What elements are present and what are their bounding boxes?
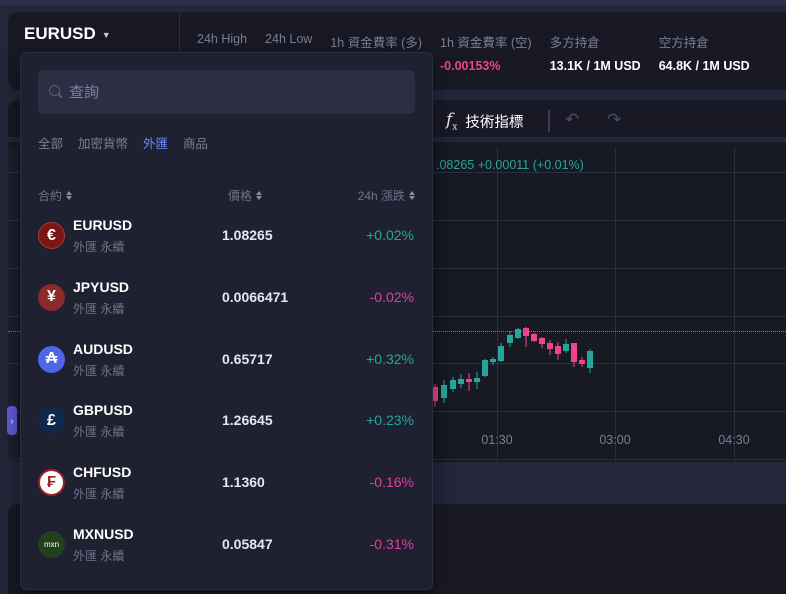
search-icon bbox=[49, 85, 63, 99]
top-strip bbox=[0, 0, 786, 5]
list-item-audusd[interactable]: ₳ AUDUSD 外匯 永續 0.65717 +0.32% bbox=[21, 329, 432, 391]
symbol-change: -0.31% bbox=[369, 535, 414, 552]
sort-contract[interactable]: 合約 bbox=[38, 187, 73, 204]
stat-funding-short: 1h 資金費率 (空) -0.00153% bbox=[440, 32, 532, 74]
column-label: 合約 bbox=[38, 189, 63, 203]
stat-label: 24h Low bbox=[265, 32, 313, 46]
search-input[interactable] bbox=[69, 83, 389, 101]
candles bbox=[432, 327, 593, 407]
symbol-name: GBPUSD bbox=[73, 402, 133, 419]
tab-commodities[interactable]: 商品 bbox=[183, 137, 209, 151]
indicators-button[interactable]: fx 技術指標 bbox=[446, 110, 523, 132]
tab-crypto[interactable]: 加密貨幣 bbox=[78, 137, 129, 151]
redo-icon[interactable]: ↷ bbox=[607, 110, 622, 129]
peso-icon: mxn bbox=[38, 530, 65, 558]
sort-icon bbox=[409, 191, 415, 200]
column-label: 24h 漲跌 bbox=[357, 189, 405, 203]
symbol-change: +0.02% bbox=[366, 227, 414, 243]
stat-label: 空方持倉 bbox=[658, 36, 709, 50]
symbol-change: +0.23% bbox=[366, 412, 414, 429]
symbol-label: EURUSD bbox=[24, 24, 96, 43]
stat-24h-low: 24h Low bbox=[265, 32, 312, 74]
stat-label: 多方持倉 bbox=[549, 36, 600, 50]
market-stats: 24h High 24h Low 1h 資金費率 (多) 1h 資金費率 (空)… bbox=[197, 32, 768, 74]
sort-price[interactable]: 價格 bbox=[228, 187, 263, 204]
tab-all[interactable]: 全部 bbox=[38, 137, 64, 151]
indicators-label: 技術指標 bbox=[465, 114, 524, 131]
stat-value: 13.1K / 1M USD bbox=[549, 59, 641, 73]
symbol-name: CHFUSD bbox=[73, 464, 132, 481]
australian-dollar-icon: ₳ bbox=[38, 345, 65, 373]
list-item-gbpusd[interactable]: £ GBPUSD 外匯 永續 1.26645 +0.23% bbox=[21, 390, 432, 452]
symbol-change: -0.02% bbox=[369, 288, 414, 305]
symbol-price: 0.0066471 bbox=[222, 288, 289, 305]
search-box[interactable] bbox=[38, 70, 415, 114]
gridline bbox=[734, 147, 735, 462]
stat-value: -0.00153% bbox=[440, 59, 501, 73]
time-axis: 01:30 03:00 04:30 bbox=[8, 421, 786, 461]
list-item-mxnusd[interactable]: mxn MXNUSD 外匯 永續 0.05847 -0.31% bbox=[21, 514, 432, 576]
symbol-type: 外匯 永續 bbox=[73, 240, 125, 254]
symbol-price: 0.65717 bbox=[222, 350, 273, 367]
stat-label: 1h 資金費率 (多) bbox=[330, 36, 422, 50]
toolbar-divider bbox=[548, 110, 550, 132]
category-tabs: 全部 加密貨幣 外匯 商品 bbox=[38, 133, 208, 152]
stat-short-oi: 空方持倉 64.8K / 1M USD bbox=[659, 32, 750, 74]
franc-icon: ₣ bbox=[38, 469, 65, 497]
symbol-name: EURUSD bbox=[73, 217, 133, 233]
time-tick: 01:30 bbox=[481, 433, 513, 447]
symbol-price: 1.1360 bbox=[222, 474, 265, 491]
symbol-type: 外匯 永續 bbox=[73, 363, 125, 378]
symbol-type: 外匯 永續 bbox=[73, 301, 125, 316]
symbol-change: +0.32% bbox=[366, 350, 414, 367]
symbol-selector[interactable]: EURUSD ▼ bbox=[24, 24, 111, 44]
stat-label: 24h High bbox=[197, 32, 248, 46]
symbol-name: JPYUSD bbox=[73, 278, 130, 295]
symbol-type: 外匯 永續 bbox=[73, 487, 125, 502]
symbol-name: MXNUSD bbox=[73, 525, 134, 542]
euro-icon: € bbox=[38, 222, 65, 249]
symbol-price: 1.26645 bbox=[222, 412, 273, 429]
chart-left-gutter bbox=[8, 147, 18, 462]
gridline bbox=[615, 147, 616, 462]
stat-value: 64.8K / 1M USD bbox=[658, 59, 750, 73]
tab-forex[interactable]: 外匯 bbox=[143, 137, 169, 151]
undo-icon[interactable]: ↶ bbox=[565, 110, 580, 129]
stat-24h-high: 24h High bbox=[197, 32, 247, 74]
column-label: 價格 bbox=[228, 189, 253, 203]
list-item-eurusd[interactable]: € EURUSD 外匯 永續 1.08265 +0.02% bbox=[21, 205, 432, 267]
pound-icon: £ bbox=[38, 407, 65, 435]
time-tick: 03:00 bbox=[599, 433, 631, 447]
symbol-type: 外匯 永續 bbox=[73, 548, 125, 563]
stat-label: 1h 資金費率 (空) bbox=[440, 36, 532, 50]
yen-icon: ¥ bbox=[38, 283, 65, 311]
list-item-chfusd[interactable]: ₣ CHFUSD 外匯 永續 1.1360 -0.16% bbox=[21, 452, 432, 514]
symbol-dropdown: 全部 加密貨幣 外匯 商品 合約 價格 24h 漲跌 € EURUSD 外匯 永… bbox=[20, 52, 433, 590]
stat-funding-long: 1h 資金費率 (多) bbox=[330, 32, 422, 74]
symbol-name: AUDUSD bbox=[73, 340, 133, 357]
symbol-type: 外匯 永續 bbox=[73, 425, 125, 440]
symbol-price: 1.08265 bbox=[222, 227, 273, 243]
ohlc-readout: .08265 +0.00011 (+0.01%) bbox=[436, 158, 584, 172]
symbol-change: -0.16% bbox=[369, 474, 414, 491]
caret-down-icon: ▼ bbox=[101, 30, 111, 40]
symbol-price: 0.05847 bbox=[222, 535, 273, 552]
sort-icon bbox=[66, 191, 73, 200]
time-tick: 04:30 bbox=[718, 433, 750, 447]
list-header: 合約 價格 24h 漲跌 bbox=[38, 187, 415, 203]
sort-change[interactable]: 24h 漲跌 bbox=[358, 187, 415, 204]
symbol-list: € EURUSD 外匯 永續 1.08265 +0.02% ¥ JPYUSD 外… bbox=[21, 205, 432, 576]
stat-long-oi: 多方持倉 13.1K / 1M USD bbox=[550, 32, 641, 74]
list-item-jpyusd[interactable]: ¥ JPYUSD 外匯 永續 0.0066471 -0.02% bbox=[21, 267, 432, 329]
fx-icon: fx bbox=[446, 110, 458, 133]
divider bbox=[179, 12, 180, 90]
gridline bbox=[497, 147, 498, 462]
expand-sidebar-button[interactable]: › bbox=[7, 406, 17, 435]
sort-icon bbox=[256, 191, 263, 200]
